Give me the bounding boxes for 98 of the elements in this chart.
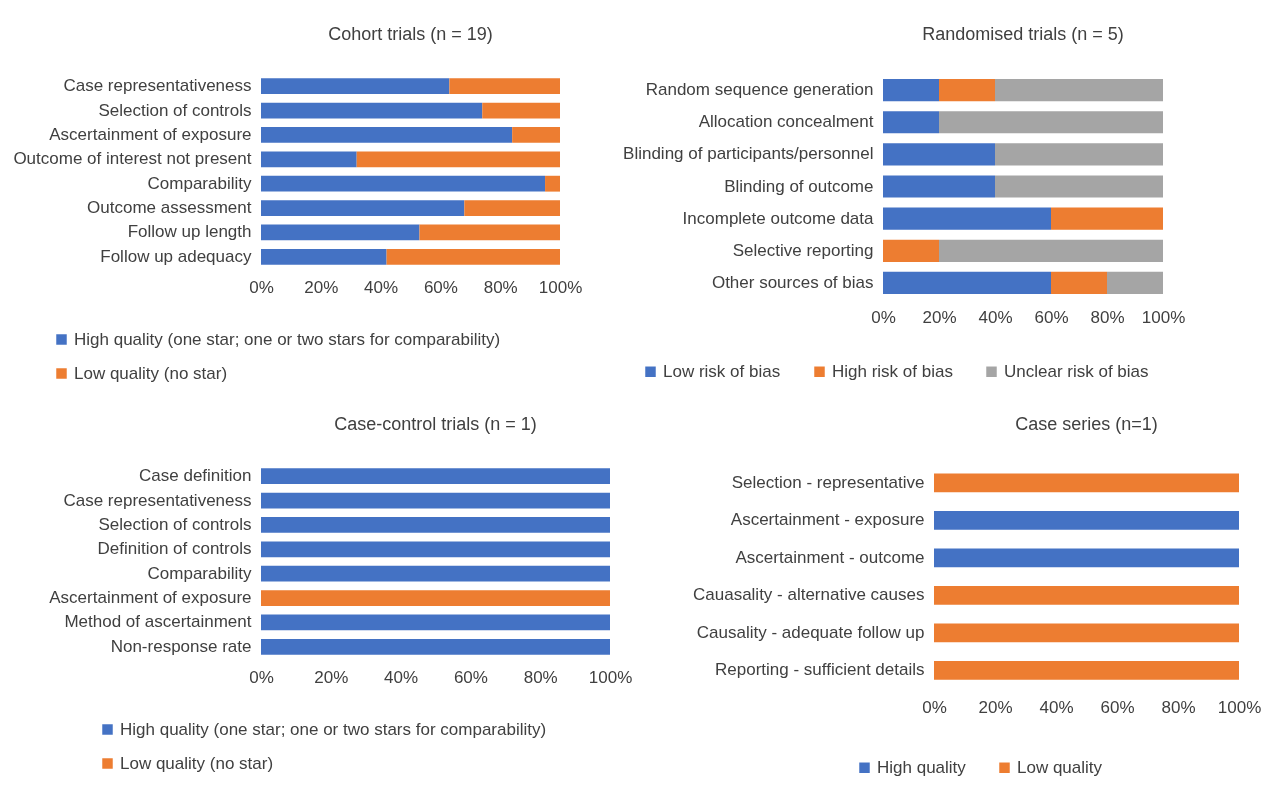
y-tick-label: Ascertainment - exposure bbox=[730, 510, 925, 530]
bar bbox=[261, 151, 357, 168]
x-tick-label: 60% bbox=[453, 667, 488, 687]
chart-title: Cohort trials (n = 19) bbox=[328, 24, 493, 44]
chart-title: Randomised trials (n = 5) bbox=[922, 24, 1124, 44]
bar bbox=[356, 151, 560, 168]
bar bbox=[464, 200, 560, 216]
x-tick-label: 80% bbox=[1161, 697, 1196, 717]
legend-label: Unclear risk of bias bbox=[1004, 361, 1149, 381]
x-tick-label: 0% bbox=[249, 277, 274, 297]
bar bbox=[883, 271, 1051, 295]
legend-label: Low quality (no star) bbox=[120, 753, 274, 773]
x-tick-label: 40% bbox=[384, 667, 419, 687]
x-tick-label: 0% bbox=[249, 667, 274, 687]
y-tick-label: Outcome of interest not present bbox=[13, 149, 252, 169]
bar bbox=[545, 175, 560, 192]
bar bbox=[883, 239, 939, 262]
bar bbox=[261, 175, 546, 192]
bar bbox=[261, 78, 450, 95]
bar bbox=[939, 239, 1163, 262]
y-tick-label: Ascertainment of exposure bbox=[49, 124, 252, 144]
y-tick-label: Blinding of participants/personnel bbox=[623, 144, 874, 164]
bar bbox=[261, 248, 387, 265]
bar bbox=[883, 78, 939, 102]
x-tick-label: 60% bbox=[423, 277, 458, 297]
y-tick-label: Allocation concealment bbox=[698, 112, 874, 132]
x-tick-label: 100% bbox=[1217, 697, 1262, 717]
bar bbox=[995, 143, 1163, 166]
bar bbox=[449, 78, 560, 95]
legend-label: High quality bbox=[877, 757, 967, 777]
x-tick-label: 100% bbox=[1141, 307, 1186, 327]
x-tick-label: 0% bbox=[922, 697, 947, 717]
x-tick-label: 60% bbox=[1100, 697, 1135, 717]
bar bbox=[482, 102, 560, 119]
bar bbox=[883, 207, 1051, 230]
y-tick-label: Other sources of bias bbox=[711, 272, 874, 292]
bar bbox=[1051, 271, 1107, 295]
bar bbox=[386, 248, 560, 265]
x-tick-label: 80% bbox=[1090, 307, 1125, 327]
bar bbox=[883, 175, 995, 198]
bar bbox=[939, 111, 1163, 134]
bar bbox=[261, 102, 483, 119]
x-tick-label: 100% bbox=[588, 667, 633, 687]
x-tick-label: 40% bbox=[978, 307, 1013, 327]
y-tick-label: Comparability bbox=[147, 563, 252, 583]
bar bbox=[261, 200, 465, 216]
bar bbox=[995, 175, 1163, 198]
y-tick-label: Causality - adequate follow up bbox=[696, 622, 925, 642]
x-tick-label: 80% bbox=[483, 277, 518, 297]
y-tick-label: Blinding of outcome bbox=[724, 176, 874, 196]
legend-label: High quality (one star; one or two stars for comparability) bbox=[74, 329, 501, 349]
x-tick-label: 80% bbox=[523, 667, 558, 687]
bar bbox=[1051, 207, 1163, 230]
legend-label: High quality (one star; one or two stars for comparability) bbox=[120, 719, 547, 739]
y-tick-label: Follow up adequacy bbox=[100, 246, 252, 266]
y-tick-label: Case representativeness bbox=[63, 490, 252, 510]
legend-label: Low quality (no star) bbox=[74, 363, 228, 383]
legend-label: High risk of bias bbox=[832, 361, 953, 381]
bar bbox=[419, 224, 560, 241]
bar bbox=[883, 111, 939, 134]
bar bbox=[261, 224, 420, 241]
chart-title: Case series (n=1) bbox=[1015, 414, 1158, 434]
y-tick-label: Definition of controls bbox=[97, 539, 252, 559]
bar bbox=[512, 127, 560, 143]
bar bbox=[261, 127, 513, 143]
x-tick-label: 40% bbox=[364, 277, 399, 297]
x-tick-label: 20% bbox=[314, 667, 349, 687]
y-tick-label: Selection - representative bbox=[731, 472, 925, 492]
bar bbox=[1107, 271, 1163, 295]
y-tick-label: Case representativeness bbox=[63, 76, 252, 96]
x-tick-label: 40% bbox=[1039, 697, 1074, 717]
x-tick-label: 100% bbox=[538, 277, 583, 297]
y-tick-label: Selection of controls bbox=[98, 514, 252, 534]
x-tick-label: 0% bbox=[871, 307, 896, 327]
y-tick-label: Selective reporting bbox=[732, 240, 874, 260]
y-tick-label: Incomplete outcome data bbox=[682, 208, 875, 228]
legend-label: Low risk of bias bbox=[663, 361, 781, 381]
y-tick-label: Cauasality - alternative causes bbox=[692, 585, 925, 605]
x-tick-label: 60% bbox=[1034, 307, 1069, 327]
y-tick-label: Follow up length bbox=[127, 222, 252, 242]
y-tick-label: Selection of controls bbox=[98, 100, 252, 120]
y-tick-label: Reporting - sufficient details bbox=[715, 660, 925, 680]
chart-title: Case-control trials (n = 1) bbox=[334, 414, 537, 434]
y-tick-label: Case definition bbox=[139, 466, 252, 486]
x-tick-label: 20% bbox=[304, 277, 339, 297]
y-tick-label: Random sequence generation bbox=[645, 80, 874, 100]
bar bbox=[995, 78, 1163, 102]
x-tick-label: 20% bbox=[922, 307, 957, 327]
y-tick-label: Comparability bbox=[147, 173, 252, 193]
x-tick-label: 20% bbox=[978, 697, 1013, 717]
legend-label: Low quality bbox=[1017, 757, 1103, 777]
y-tick-label: Method of ascertainment bbox=[64, 612, 252, 632]
y-tick-label: Ascertainment - outcome bbox=[735, 547, 925, 567]
bar bbox=[883, 143, 995, 166]
bar bbox=[939, 78, 995, 102]
y-tick-label: Non-response rate bbox=[110, 636, 252, 656]
y-tick-label: Outcome assessment bbox=[87, 198, 252, 218]
y-tick-label: Ascertainment of exposure bbox=[49, 588, 252, 608]
